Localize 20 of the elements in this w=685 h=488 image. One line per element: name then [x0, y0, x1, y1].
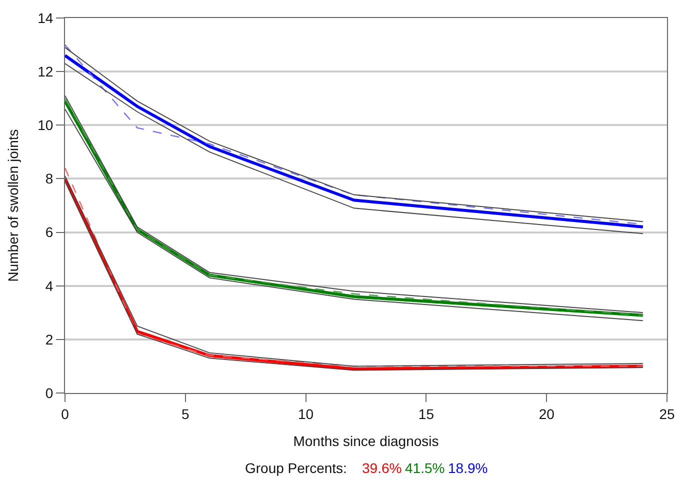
x-tick-label: 5	[182, 406, 190, 422]
y-tick-label: 6	[45, 224, 54, 240]
y-tick-label: 2	[45, 331, 54, 348]
y-tick-label: 4	[45, 278, 54, 294]
text: 18.9%	[448, 460, 488, 476]
y-axis-title: Number of swollen joints	[5, 129, 22, 282]
text: 39.6%	[362, 460, 402, 476]
text: 41.5%	[405, 460, 445, 476]
y-tick-label: 14	[38, 10, 54, 26]
x-tick-label: 25	[659, 406, 675, 422]
x-tick-label: 10	[298, 406, 314, 422]
x-tick-label: 20	[538, 406, 555, 422]
y-tick-label: 8	[45, 170, 54, 187]
x-tick-label: 0	[61, 406, 70, 422]
y-tick-label: 12	[38, 63, 54, 80]
legend-title: Group Percents:	[245, 460, 347, 476]
y-tick-label: 0	[45, 384, 54, 401]
x-axis-title: Months since diagnosis	[293, 433, 439, 450]
y-tick-label: 10	[38, 117, 54, 134]
x-tick-label: 15	[418, 406, 434, 422]
